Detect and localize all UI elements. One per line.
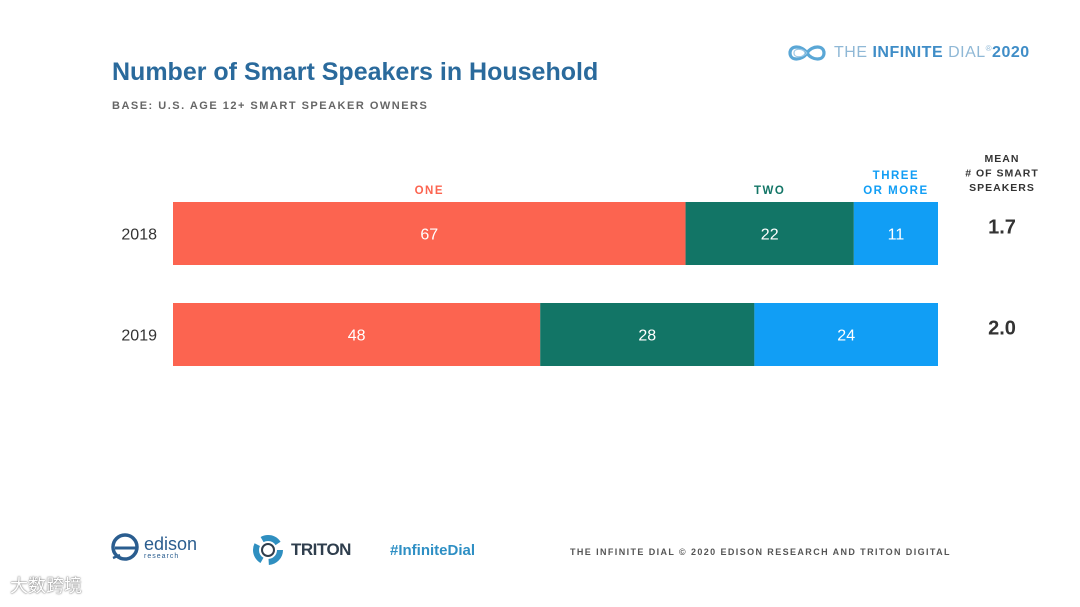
stacked-bar-chart: ONE TWO THREE OR MORE MEAN # OF SMART SPEAKERS… xyxy=(121,153,1039,366)
mean-value-2018: 1.7 xyxy=(988,217,1016,239)
category-label-2019: 2019 xyxy=(121,328,157,345)
watermark-text: 大数跨境 xyxy=(10,576,82,596)
bar-2018-1 xyxy=(685,202,854,265)
category-label-2018: 2018 xyxy=(121,227,157,244)
edison-logo: edison research xyxy=(110,530,197,564)
bar-value-label: 11 xyxy=(888,227,905,244)
triton-ring-icon xyxy=(253,535,283,565)
edison-e-icon xyxy=(111,533,139,561)
bar-value-label: 28 xyxy=(638,328,656,345)
page-title: Number of Smart Speakers in Household xyxy=(112,58,599,86)
chart-subtitle: BASE: U.S. AGE 12+ SMART SPEAKER OWNERS xyxy=(112,100,429,112)
hashtag-link[interactable]: #InfiniteDial xyxy=(390,542,476,559)
mean-value-2019: 2.0 xyxy=(988,318,1016,340)
footer-copyright: THE INFINITE DIAL © 2020 EDISON RESEARCH… xyxy=(570,547,951,557)
legend-label-2: OR MORE xyxy=(863,185,928,197)
bar-value-label: 48 xyxy=(348,328,366,345)
bar-2019-0 xyxy=(173,303,541,366)
mean-header-line: # OF SMART xyxy=(965,168,1039,180)
legend-label-1: TWO xyxy=(754,185,785,197)
edison-name: edison xyxy=(144,533,198,554)
bar-2019-2 xyxy=(754,303,938,366)
bar-2018-0 xyxy=(173,202,686,265)
bar-value-label: 67 xyxy=(420,227,438,244)
legend-label-2: THREE xyxy=(873,170,919,182)
bar-2018-2 xyxy=(853,202,938,265)
mean-header-line: MEAN xyxy=(985,153,1020,165)
brand-header: THE INFINITE DIAL®2020 xyxy=(786,42,1030,64)
mean-header-line: SPEAKERS xyxy=(969,182,1035,194)
triton-logo: TRITON xyxy=(250,532,351,568)
bar-value-label: 24 xyxy=(837,328,855,345)
infinity-icon xyxy=(788,45,826,61)
bar-value-label: 22 xyxy=(761,227,779,244)
bar-2019-1 xyxy=(540,303,755,366)
edison-subname: research xyxy=(144,552,180,560)
brand-name: THE INFINITE DIAL®2020 xyxy=(834,44,1030,61)
legend-label-0: ONE xyxy=(415,185,444,197)
triton-name: TRITON xyxy=(291,540,351,559)
